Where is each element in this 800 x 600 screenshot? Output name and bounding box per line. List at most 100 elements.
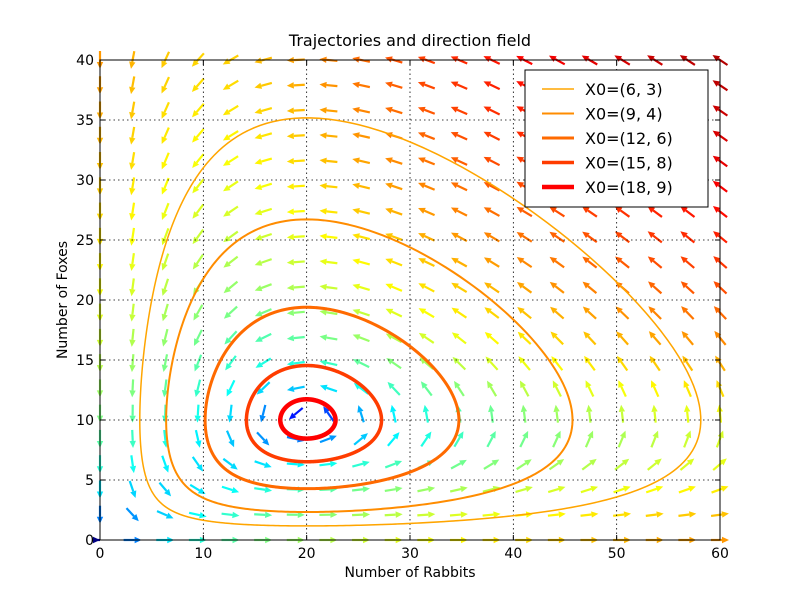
direction-arrow	[193, 304, 204, 321]
direction-arrow	[156, 510, 174, 519]
direction-arrow	[192, 254, 204, 270]
direction-arrow	[319, 258, 338, 266]
y-tick-label: 15	[76, 353, 94, 369]
direction-arrow	[256, 381, 271, 395]
direction-arrow	[384, 511, 403, 518]
direction-arrow	[516, 282, 533, 294]
direction-arrow	[614, 231, 630, 244]
direction-arrow	[450, 81, 468, 90]
direction-arrow	[547, 511, 566, 518]
direction-arrow	[582, 231, 598, 243]
x-tick-label: 60	[711, 546, 729, 562]
direction-arrow	[192, 203, 205, 219]
direction-arrow	[254, 511, 273, 519]
direction-arrow	[450, 459, 467, 470]
direction-arrow	[286, 107, 305, 114]
direction-arrow	[647, 231, 663, 244]
direction-arrow	[323, 406, 335, 422]
direction-arrow	[225, 355, 237, 371]
direction-arrow	[352, 460, 370, 468]
direction-arrow	[583, 331, 597, 346]
direction-arrow	[385, 106, 403, 115]
x-tick-label: 20	[298, 546, 316, 562]
direction-arrow	[161, 303, 169, 322]
direction-arrow	[683, 404, 691, 423]
direction-arrow	[422, 404, 430, 423]
direction-arrow	[549, 281, 565, 294]
direction-arrow	[581, 458, 597, 471]
direction-arrow	[129, 253, 136, 272]
direction-arrow	[286, 511, 305, 518]
direction-arrow	[161, 228, 170, 246]
axis-ticks: 0 10 20 30 40 50 60 0 5 10 15 20 25 30 35 40	[76, 53, 729, 562]
direction-arrow	[385, 182, 403, 191]
direction-arrow	[129, 76, 136, 95]
direction-arrow	[451, 307, 468, 319]
direction-arrow	[286, 385, 305, 392]
direction-arrow	[129, 151, 136, 170]
direction-arrow	[259, 404, 267, 423]
direction-arrow	[129, 379, 136, 398]
direction-arrow	[352, 182, 371, 190]
direction-arrow	[129, 455, 137, 474]
direction-arrow	[387, 432, 400, 447]
direction-arrow	[553, 404, 560, 423]
direction-arrow	[161, 202, 170, 220]
direction-arrow	[224, 330, 238, 345]
direction-arrow	[319, 132, 338, 139]
direction-arrow	[420, 431, 432, 448]
direction-arrow	[418, 182, 436, 191]
direction-arrow	[550, 306, 565, 320]
direction-arrow	[680, 281, 695, 295]
direction-arrow	[221, 511, 240, 519]
direction-arrow	[385, 308, 403, 318]
direction-arrow	[351, 486, 370, 493]
direction-arrow	[352, 132, 371, 139]
direction-arrow	[648, 306, 662, 320]
direction-arrow	[222, 130, 239, 141]
direction-arrow	[484, 307, 500, 319]
direction-arrow	[680, 256, 695, 269]
direction-arrow	[418, 233, 435, 242]
direction-arrow	[352, 106, 371, 114]
direction-arrow	[223, 180, 239, 192]
direction-arrow	[680, 206, 696, 218]
direction-arrow	[129, 404, 136, 423]
direction-arrow	[223, 205, 239, 217]
direction-arrow	[614, 458, 630, 471]
direction-arrow	[254, 182, 273, 190]
direction-arrow	[226, 379, 236, 397]
direction-arrow	[450, 132, 468, 141]
direction-arrow	[417, 81, 436, 90]
direction-arrow	[417, 511, 436, 518]
x-tick-label: 30	[401, 546, 419, 562]
direction-arrow	[651, 404, 658, 423]
direction-arrow	[357, 405, 365, 423]
direction-arrow	[288, 407, 304, 420]
direction-arrow	[451, 332, 467, 345]
direction-arrow	[286, 334, 305, 342]
direction-arrow	[286, 309, 305, 316]
legend-label: X0=(18, 9)	[585, 178, 673, 197]
direction-arrow	[516, 459, 532, 471]
direction-arrow	[417, 106, 436, 115]
direction-arrow	[418, 258, 435, 268]
direction-arrow	[161, 379, 169, 398]
direction-arrow	[129, 328, 136, 347]
direction-arrow	[517, 331, 532, 345]
direction-arrow	[353, 433, 368, 446]
direction-arrow	[223, 305, 238, 319]
x-axis-label: Number of Rabbits	[344, 565, 475, 581]
direction-arrow	[194, 429, 202, 448]
trajectory-line	[139, 117, 702, 527]
trajectory-line	[278, 397, 338, 441]
direction-arrow	[192, 128, 205, 143]
direction-arrow	[450, 182, 468, 192]
direction-arrow	[453, 431, 464, 448]
direction-arrow	[613, 485, 631, 494]
direction-arrow	[319, 208, 338, 215]
direction-arrow	[319, 384, 338, 393]
direction-arrow	[549, 206, 565, 218]
direction-arrow	[352, 207, 371, 215]
